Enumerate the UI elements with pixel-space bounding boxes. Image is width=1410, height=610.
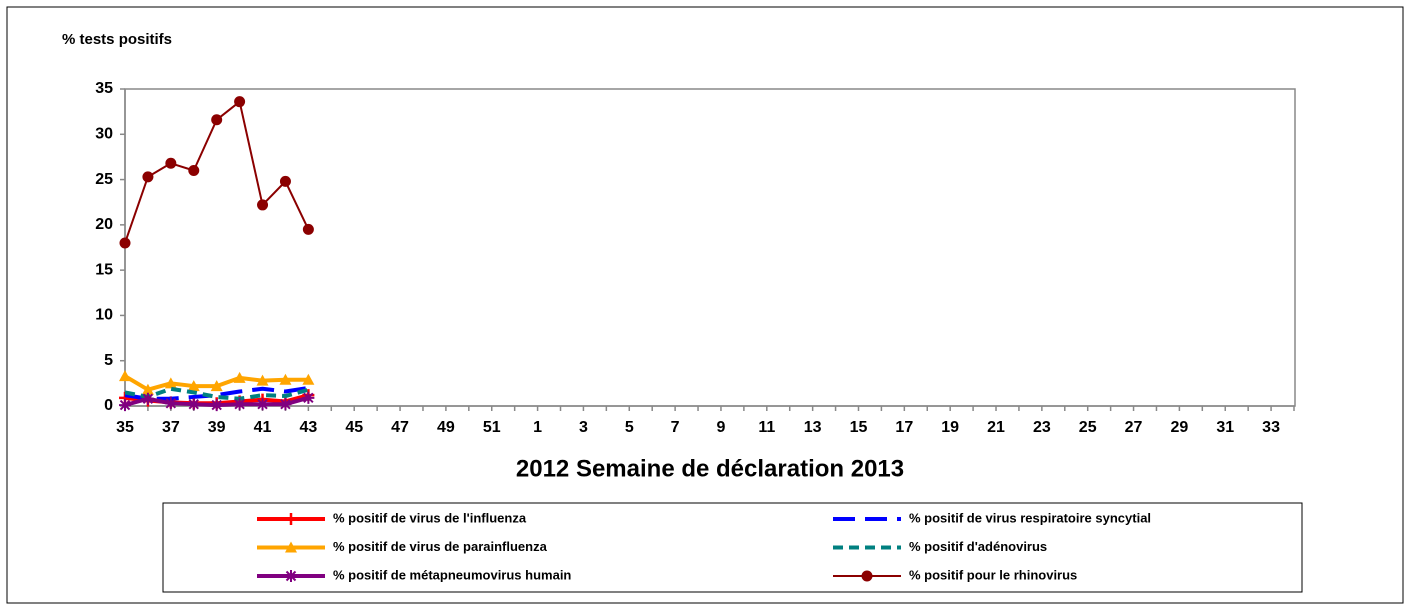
marker [210,399,223,412]
x-tick-label: 43 [299,419,317,436]
y-tick-label: 25 [95,171,113,188]
marker [861,570,873,582]
x-tick-label: 25 [1079,419,1097,436]
marker [279,398,292,411]
marker [187,380,200,392]
legend-label: % positif de virus de parainfluenza [333,539,548,554]
marker [256,374,269,386]
y-tick-label: 10 [95,307,113,324]
x-tick-label: 51 [483,419,501,436]
marker [285,570,297,582]
x-tick-label: 11 [758,419,775,436]
x-tick-label: 27 [1125,419,1143,436]
x-tick-label: 29 [1170,419,1188,436]
y-tick-label: 15 [95,261,113,278]
x-tick-label: 49 [437,419,455,436]
y-tick-label: 35 [95,80,113,97]
marker [165,157,177,169]
legend-label: % positif de métapneumovirus humain [333,567,571,582]
marker [257,199,269,211]
x-tick-label: 41 [254,419,272,436]
marker [302,223,314,235]
marker [142,171,154,183]
marker [302,391,315,404]
marker [119,399,131,412]
x-tick-label: 23 [1033,419,1051,436]
x-tick-label: 1 [533,419,542,436]
y-tick-label: 0 [104,397,113,414]
marker [141,383,154,395]
x-tick-label: 39 [208,419,226,436]
x-tick-label: 17 [895,419,913,436]
x-tick-label: 33 [1262,419,1280,436]
x-tick-label: 3 [579,419,588,436]
y-tick-label: 5 [104,352,113,369]
marker [210,380,223,392]
marker [279,175,291,187]
marker [119,370,131,382]
marker [188,165,200,177]
marker [256,398,269,411]
marker [285,513,297,525]
x-axis-label: 2012 Semaine de déclaration 2013 [516,455,904,482]
x-tick-label: 19 [941,419,959,436]
x-tick-label: 45 [345,419,363,436]
marker [141,392,154,405]
y-tick-label: 20 [95,216,113,233]
x-tick-label: 13 [804,419,822,436]
x-tick-label: 5 [625,419,634,436]
marker [187,398,200,411]
legend-label: % positif de virus de l'influenza [333,510,527,525]
y-axis-label: % tests positifs [62,31,172,48]
marker [164,377,177,389]
x-tick-label: 21 [987,419,1005,436]
y-tick-label: 30 [95,126,113,143]
legend-label: % positif pour le rhinovirus [909,567,1077,582]
marker [164,397,177,410]
marker [302,373,315,385]
legend-label: % positif d'adénovirus [909,539,1047,554]
x-tick-label: 35 [116,419,134,436]
x-tick-label: 7 [671,419,680,436]
x-tick-label: 37 [162,419,180,436]
marker [233,398,246,411]
marker [279,373,292,385]
marker [233,371,246,383]
x-tick-label: 47 [391,419,409,436]
marker [119,237,131,249]
x-tick-label: 9 [717,419,726,436]
legend-label: % positif de virus respiratoire syncytia… [909,510,1151,525]
marker [211,114,223,126]
x-tick-label: 31 [1216,419,1234,436]
marker [285,541,297,553]
x-tick-label: 15 [850,419,868,436]
legend-box [162,502,1303,593]
marker [234,96,246,108]
